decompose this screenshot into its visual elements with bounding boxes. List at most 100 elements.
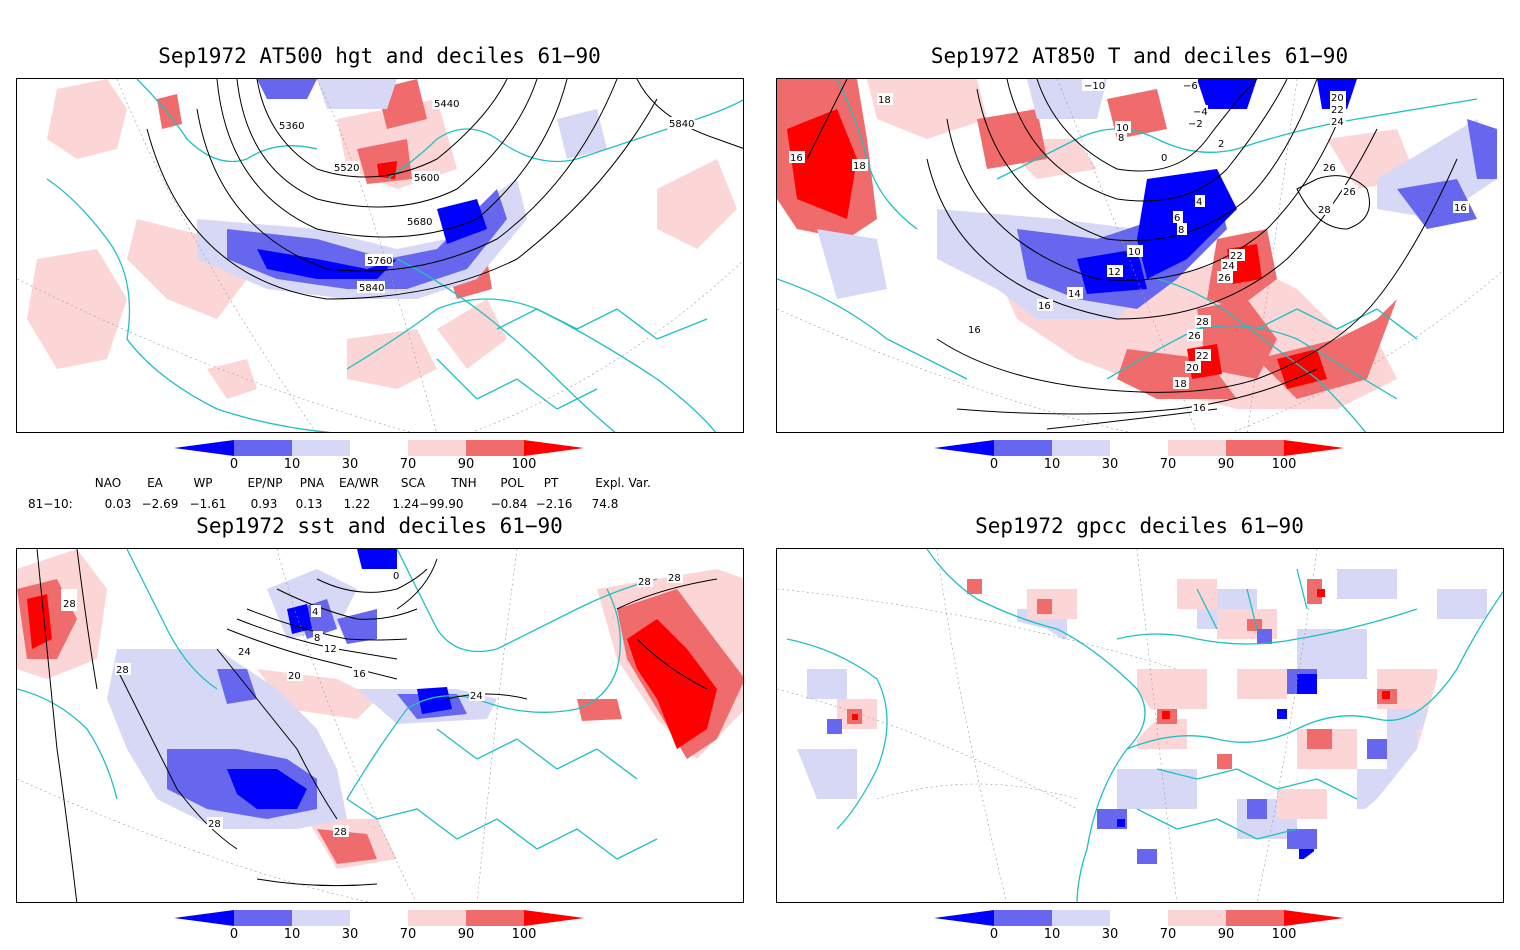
contour-label: 26 <box>1323 163 1336 174</box>
index-value: 1.24−99.90 <box>392 497 464 511</box>
colorbar-tick: 10 <box>1043 927 1061 942</box>
contour-label: 28 <box>63 599 76 610</box>
colorbar-tick: 0 <box>989 457 999 472</box>
contour-label: 4 <box>1196 197 1202 208</box>
colorbar-tick: 30 <box>341 457 359 472</box>
contour-label: 14 <box>1068 289 1081 300</box>
colorbar-swatch <box>1110 440 1168 456</box>
map-sst: 28 28 24 20 16 12 8 4 0 28 28 24 28 28 <box>17 549 743 902</box>
contour-label: 20 <box>288 671 301 682</box>
index-value: −2.69 <box>141 497 179 511</box>
contour-label: 16 <box>1454 203 1467 214</box>
contour-label: 16 <box>353 669 366 680</box>
colorbar-tick: 100 <box>511 927 537 942</box>
colorbar-tick: 10 <box>283 927 301 942</box>
colorbar-swatch <box>234 440 292 456</box>
index-name: EA/WR <box>338 476 380 490</box>
contour-label: 12 <box>1108 267 1121 278</box>
colorbar-swatch <box>1110 910 1168 926</box>
colorbar-tick: 100 <box>1271 927 1297 942</box>
colorbar-swatch <box>994 910 1052 926</box>
colorbar-swatch <box>1226 910 1284 926</box>
colorbar-swatch <box>1284 440 1344 456</box>
colorbar-swatch <box>994 440 1052 456</box>
contour-label: −4 <box>1193 107 1208 118</box>
index-value: 74.8 <box>591 497 619 511</box>
colorbar-swatch <box>234 910 292 926</box>
contour-label: 26 <box>1343 187 1356 198</box>
index-name: PNA <box>299 476 325 490</box>
contour-label: 12 <box>324 644 337 655</box>
colorbar-tick: 90 <box>457 457 475 472</box>
colorbar-t850: 0 10 30 70 90 100 <box>934 440 1346 480</box>
contour-label: 20 <box>1331 93 1344 104</box>
contour-labels-hgt: 5360 5440 5520 5600 5680 5760 5840 5840 <box>277 97 695 294</box>
contour-label: 16 <box>968 325 981 336</box>
index-name: EP/NP <box>247 476 283 490</box>
colorbar-swatch <box>1284 910 1344 926</box>
contour-label: 28 <box>334 827 347 838</box>
contour-label: 24 <box>1331 117 1344 128</box>
colorbar-tick: 90 <box>457 927 475 942</box>
colorbar-tick: 30 <box>341 927 359 942</box>
contour-label: 10 <box>1116 123 1129 134</box>
contour-label: 5760 <box>367 256 392 267</box>
index-name: POL <box>500 476 524 490</box>
colorbar-swatch <box>408 910 466 926</box>
contour-label: 5840 <box>359 283 384 294</box>
colorbar-hgt: 0 10 30 70 90 100 <box>174 440 586 480</box>
contour-label: 28 <box>1196 317 1209 328</box>
contour-label: 4 <box>312 607 318 618</box>
map-panel-t850: −10 −6 −4 −2 18 20 22 24 16 18 10 8 0 2 … <box>776 78 1504 433</box>
index-value: −1.61 <box>189 497 227 511</box>
index-name: EA <box>147 476 163 490</box>
contour-label: 20 <box>1186 363 1199 374</box>
contour-label: 22 <box>1196 351 1209 362</box>
colorbar-swatches <box>934 910 1344 926</box>
map-gpcc <box>777 549 1503 902</box>
contour-labels-t850: −10 −6 −4 −2 18 20 22 24 16 18 10 8 0 2 … <box>789 79 1469 414</box>
colorbar-tick: 100 <box>1271 457 1297 472</box>
index-value: 0.93 <box>250 497 278 511</box>
colorbar-swatch <box>292 910 350 926</box>
colorbar-tick: 0 <box>229 457 239 472</box>
contour-label: −10 <box>1084 81 1105 92</box>
map-panel-gpcc <box>776 548 1504 903</box>
contour-label: 18 <box>853 161 866 172</box>
contour-label: 6 <box>1174 213 1180 224</box>
colorbar-tick: 90 <box>1217 927 1235 942</box>
contour-label: 16 <box>790 153 803 164</box>
contour-label: 8 <box>1178 225 1184 236</box>
contour-label: 0 <box>393 571 399 582</box>
index-name: TNH <box>451 476 477 490</box>
colorbar-swatch <box>524 440 584 456</box>
colorbar-tick: 90 <box>1217 457 1235 472</box>
colorbar-swatch <box>1052 910 1110 926</box>
index-value: 0.03 <box>104 497 132 511</box>
contour-label: 8 <box>314 633 320 644</box>
colorbar-gpcc: 0 10 30 70 90 100 <box>934 910 1346 950</box>
map-panel-hgt: 5360 5440 5520 5600 5680 5760 5840 5840 <box>16 78 744 433</box>
contour-label: −6 <box>1183 81 1198 92</box>
index-value: 0.13 <box>295 497 323 511</box>
contour-label: 16 <box>1193 403 1206 414</box>
panel-title-gpcc: Sep1972 gpcc deciles 61−90 <box>975 514 1304 538</box>
contour-label: −2 <box>1188 119 1203 130</box>
contour-label: 22 <box>1331 105 1344 116</box>
panel-title-sst: Sep1972 sst and deciles 61−90 <box>196 514 563 538</box>
colorbar-swatch <box>350 440 408 456</box>
colorbar-swatch <box>934 910 994 926</box>
contour-label: 26 <box>1218 273 1231 284</box>
colorbar-swatch <box>292 440 350 456</box>
map-hgt: 5360 5440 5520 5600 5680 5760 5840 5840 <box>17 79 743 432</box>
colorbar-tick: 30 <box>1101 927 1119 942</box>
colorbar-swatch <box>1168 440 1226 456</box>
contour-label: 28 <box>208 819 221 830</box>
colorbar-tick: 70 <box>399 457 417 472</box>
panel-title-t850: Sep1972 AT850 T and deciles 61−90 <box>930 44 1349 68</box>
colorbar-swatches <box>174 440 584 456</box>
colorbar-tick: 70 <box>399 927 417 942</box>
contour-label: 5680 <box>407 217 432 228</box>
map-t850: −10 −6 −4 −2 18 20 22 24 16 18 10 8 0 2 … <box>777 79 1503 432</box>
colorbar-tick: 30 <box>1101 457 1119 472</box>
